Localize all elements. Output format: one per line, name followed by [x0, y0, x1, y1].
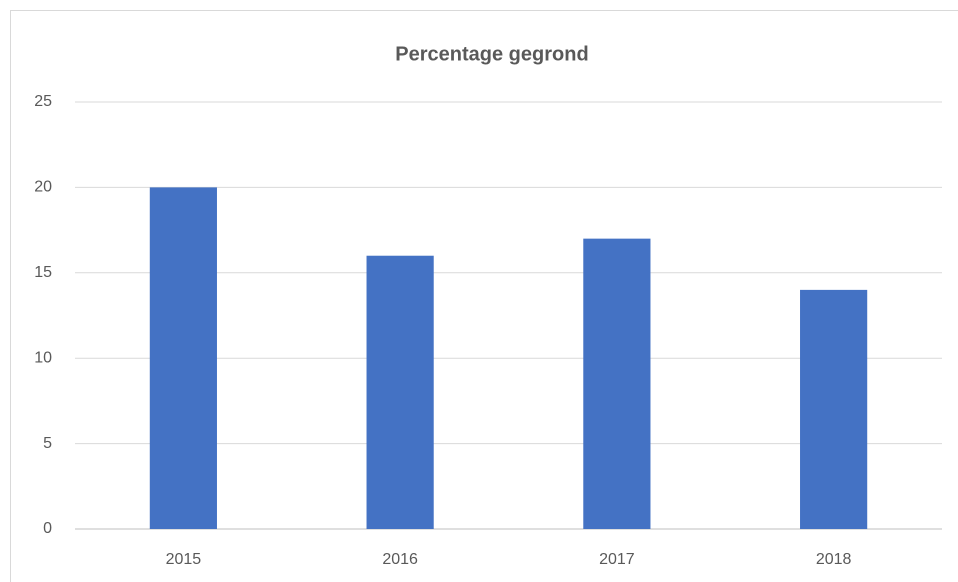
- bar: [366, 255, 434, 529]
- y-tick-label: 0: [43, 520, 52, 537]
- y-tick-label: 25: [34, 93, 52, 110]
- bar: [800, 289, 868, 529]
- y-tick-label: 10: [34, 349, 52, 366]
- bar: [583, 238, 651, 529]
- y-tick-label: 15: [34, 264, 52, 281]
- y-tick-label: 20: [34, 179, 52, 196]
- x-tick-label: 2017: [599, 551, 635, 568]
- bar: [149, 187, 217, 529]
- y-tick-label: 5: [43, 435, 52, 452]
- x-tick-label: 2015: [166, 551, 202, 568]
- x-tick-label: 2016: [382, 551, 418, 568]
- chart-title: Percentage gegrond: [395, 43, 588, 65]
- x-tick-label: 2018: [816, 551, 852, 568]
